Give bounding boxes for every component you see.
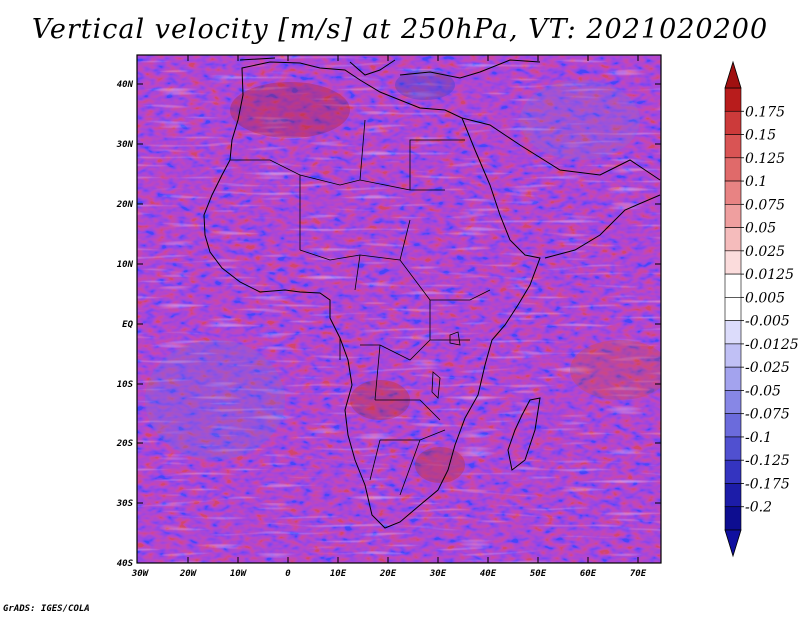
colorbar-swatch [724,320,742,345]
colorbar-labels: 0.175 0.15 0.125 0.1 0.075 0.05 0.025 0.0125 0.0… [741,104,799,516]
colorbar-label: -0.125 [745,453,790,469]
lat-labels: 40N 30N 20N 10N EQ 10S 20S 30S 40S [116,80,134,569]
lat-label: 30S [116,499,134,509]
colorbar-label: 0.1 [745,174,767,190]
coastlines [203,57,661,529]
colorbar-label: -0.05 [745,383,781,399]
colorbar-label: -0.005 [745,314,790,330]
colorbar-label: 0.175 [745,104,785,120]
colorbar-swatch [724,436,742,461]
colorbar-swatch [724,110,742,135]
lon-label: 60E [580,569,597,579]
colorbar-swatch [724,180,742,205]
colorbar-swatches [724,87,742,531]
colorbar-swatch [724,390,742,414]
lake-outlines [431,331,461,399]
colorbar-swatch [724,413,742,438]
lat-label: EQ [122,320,133,330]
colorbar-swatch [724,157,742,182]
colorbar-swatch [724,134,742,159]
lon-label: 20W [179,569,198,579]
map-frame [136,54,662,564]
lon-label: 30W [131,569,150,579]
colorbar-label: 0.025 [745,244,785,260]
lon-label: 0 [285,569,291,579]
colorbar-swatch [724,297,742,321]
lat-label: 20N [116,200,134,210]
axis-ticks [137,55,661,563]
lon-label: 10E [330,569,347,579]
lon-label: 70E [630,569,647,579]
grads-credit: GrADS: IGES/COLA [3,604,90,614]
colorbar-label: 0.005 [745,290,785,306]
colorbar-swatch [724,459,742,484]
colorbar-label: -0.2 [745,500,772,516]
lat-label: 30N [116,140,134,150]
lat-label: 40S [117,559,134,569]
vertical-velocity-field [137,55,661,563]
colorbar-label: -0.175 [745,476,790,492]
colorbar-label: -0.0125 [745,337,799,353]
lat-label: 10N [117,260,134,270]
colorbar-label: 0.125 [745,151,785,167]
africa-coastline [203,61,541,529]
arabian-coastline [461,117,661,259]
map-title: Vertical velocity [m/s] at 250hPa, VT: 2… [31,14,769,45]
colorbar-label: -0.025 [745,360,790,376]
colorbar-swatch [724,273,742,298]
colorbar-bottom-arrow [724,529,742,558]
colorbar-swatch [724,483,742,508]
colorbar-label: 0.15 [745,128,776,144]
colorbar-label: -0.1 [745,430,772,446]
lon-label: 20E [379,569,397,579]
colorbar-label: 0.0125 [745,267,794,283]
lon-label: 30E [429,569,447,579]
colorbar-label: 0.075 [745,197,785,213]
colorbar-swatch [724,506,742,531]
lon-label: 40E [480,569,497,579]
colorbar-swatch [724,250,742,275]
colorbar-label: -0.075 [745,407,790,423]
lon-label: 10W [230,569,248,579]
colorbar-swatch [724,343,742,368]
colorbar-swatch [724,87,742,112]
colorbar-top-arrow [724,60,742,89]
europe-coastline [239,57,541,79]
colorbar-label: 0.05 [745,221,776,237]
country-borders [230,119,491,496]
lon-labels: 30W 20W 10W 0 10E 20E 30E 40E 50E 60E 70… [131,569,647,579]
lat-label: 10S [117,380,134,390]
lat-label: 20S [116,439,134,449]
lat-label: 40N [117,80,134,90]
colorbar-swatch [724,204,742,228]
lon-label: 50E [530,569,547,579]
colorbar: 0.175 0.15 0.125 0.1 0.075 0.05 0.025 0.0125 0.0… [724,60,799,558]
colorbar-swatch [724,227,742,252]
madagascar-outline [507,397,541,471]
colorbar-swatch [724,366,742,391]
